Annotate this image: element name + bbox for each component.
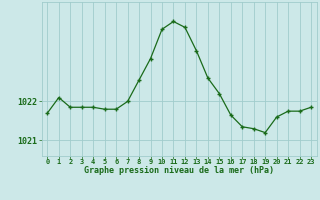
X-axis label: Graphe pression niveau de la mer (hPa): Graphe pression niveau de la mer (hPa) [84,166,274,175]
